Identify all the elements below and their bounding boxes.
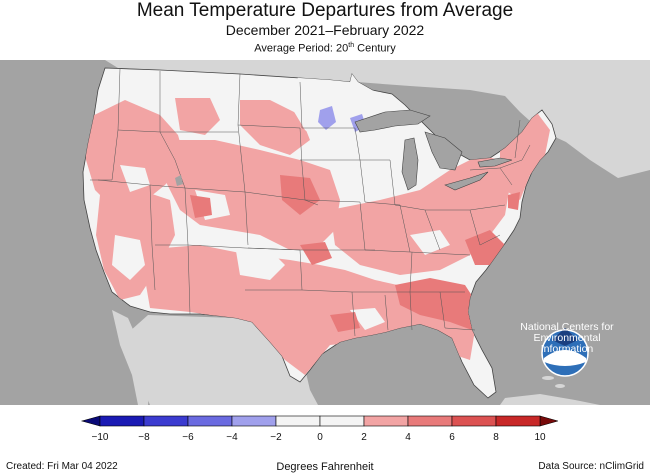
legend-tick-label: −10 bbox=[92, 432, 109, 443]
legend-tick-label: 4 bbox=[405, 432, 411, 443]
legend-tick-label: −2 bbox=[270, 432, 282, 443]
temperature-departure-map bbox=[0, 60, 650, 405]
legend-tick-label: 2 bbox=[361, 432, 367, 443]
color-legend: −10 −8 −6 −4 −2 0 2 4 6 8 10 bbox=[80, 415, 558, 443]
legend-tick-label: 8 bbox=[493, 432, 499, 443]
lake-michigan bbox=[401, 137, 419, 191]
legend-bin bbox=[275, 415, 321, 427]
legend-tick-label: −8 bbox=[138, 432, 150, 443]
legend-bin bbox=[451, 415, 497, 427]
lake-erie bbox=[444, 171, 489, 191]
lake-ontario bbox=[477, 157, 513, 168]
legend-bin bbox=[495, 415, 541, 427]
map-subtitle: December 2021–February 2022 bbox=[225, 22, 425, 38]
legend-bin bbox=[407, 415, 453, 427]
legend-tick-label: 0 bbox=[317, 432, 323, 443]
data-source: Data Source: nClimGrid bbox=[538, 461, 644, 472]
legend-tick-label: −4 bbox=[226, 432, 238, 443]
legend-bin bbox=[319, 415, 365, 427]
ncei-caption: National Centers for Environmental Infor… bbox=[520, 321, 614, 355]
created-date: Created: Fri Mar 04 2022 bbox=[6, 461, 118, 472]
great-lakes bbox=[354, 109, 513, 191]
legend-bin bbox=[99, 415, 145, 427]
warm-4-6-regions bbox=[190, 175, 520, 332]
legend-tick-label: −6 bbox=[182, 432, 194, 443]
bahamas-island bbox=[542, 376, 554, 380]
legend-tick-label: 10 bbox=[534, 432, 546, 443]
average-period: Average Period: 20th Century bbox=[254, 42, 396, 55]
state-borders bbox=[90, 68, 531, 337]
great-salt-lake bbox=[175, 175, 183, 186]
noaa-logo bbox=[541, 328, 589, 377]
legend-bin bbox=[363, 415, 409, 427]
legend-unit-label: Degrees Fahrenheit bbox=[276, 461, 374, 473]
baja-peninsula bbox=[112, 310, 150, 405]
cuba bbox=[500, 394, 600, 405]
legend-bin bbox=[187, 415, 233, 427]
legend-bin bbox=[143, 415, 189, 427]
legend-bin bbox=[231, 415, 277, 427]
legend-high-arrow bbox=[539, 415, 558, 427]
lake-huron bbox=[424, 131, 463, 171]
legend-tick-label: 6 bbox=[449, 432, 455, 443]
map-title: Mean Temperature Departures from Average bbox=[136, 0, 514, 21]
bahamas-island bbox=[555, 384, 565, 388]
lake-superior bbox=[354, 109, 431, 133]
legend-low-arrow bbox=[80, 415, 101, 427]
canada-landmass bbox=[105, 60, 650, 178]
